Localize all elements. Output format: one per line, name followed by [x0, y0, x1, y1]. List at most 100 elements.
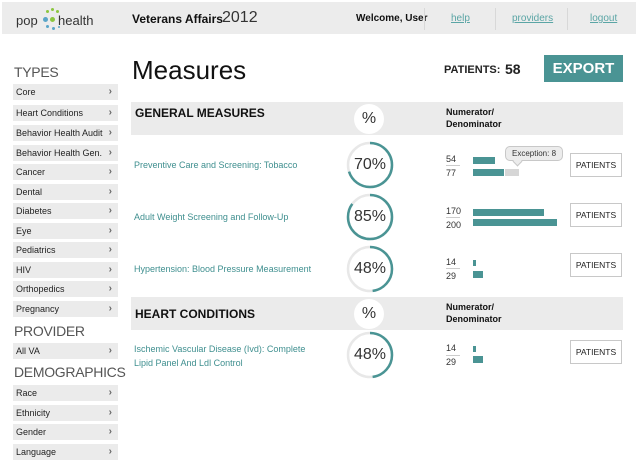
- numerator-bar: [473, 157, 495, 164]
- denominator-bar: [473, 271, 483, 278]
- sidebar-item-label: HIV: [16, 265, 32, 275]
- fraction-divider: [446, 217, 460, 218]
- percent-gauge: 70%: [346, 141, 394, 189]
- fraction-divider: [446, 355, 460, 356]
- chevron-right-icon: ›: [108, 264, 112, 275]
- section-header-heart-conditions: HEART CONDITIONS % Numerator/ Denominato…: [131, 297, 623, 330]
- section-title: HEART CONDITIONS: [135, 307, 255, 321]
- numerator-bar: [473, 260, 476, 266]
- patients-button[interactable]: PATIENTS: [570, 340, 622, 364]
- types-heading: TYPES: [14, 64, 59, 80]
- sidebar-item-label: Language: [16, 447, 57, 457]
- measure-link-tobacco[interactable]: Preventive Care and Screening: Tobacco: [134, 160, 298, 170]
- section-header-general-measures: GENERAL MEASURES % Numerator/ Denominato…: [131, 102, 623, 135]
- percent-value: 70%: [353, 156, 387, 173]
- patients-button[interactable]: PATIENTS: [570, 203, 622, 227]
- sidebar-item-pregnancy[interactable]: Pregnancy ›: [13, 301, 118, 317]
- chevron-right-icon: ›: [108, 205, 112, 216]
- percent-value: 48%: [353, 346, 387, 363]
- sidebar-item-pediatrics[interactable]: Pediatrics ›: [13, 242, 118, 258]
- nav-divider: [567, 8, 568, 30]
- sidebar-item-label: Race: [16, 388, 38, 398]
- page-title: Measures: [132, 55, 247, 85]
- measure-link-adult-weight[interactable]: Adult Weight Screening and Follow-Up: [134, 212, 289, 222]
- logo-dot-icon: [51, 8, 54, 11]
- sidebar-item-orthopedics[interactable]: Orthopedics ›: [13, 281, 118, 297]
- measure-link-hypertension[interactable]: Hypertension: Blood Pressure Measurement: [134, 264, 312, 274]
- numerator-bar: [473, 346, 476, 352]
- numerator-value: 14: [446, 343, 457, 353]
- sidebar-item-ethnicity[interactable]: Ethnicity ›: [13, 405, 118, 421]
- sidebar-item-label: Diabetes: [16, 206, 52, 216]
- patients-button[interactable]: PATIENTS: [570, 153, 622, 177]
- sidebar-item-diabetes[interactable]: Diabetes ›: [13, 203, 118, 219]
- sidebar-item-label: Ethnicity: [16, 408, 51, 418]
- pophealth-logo[interactable]: pop health: [16, 6, 93, 32]
- sidebar-item-dental[interactable]: Dental ›: [13, 184, 118, 200]
- providers-link[interactable]: providers: [512, 13, 554, 24]
- patients-button[interactable]: PATIENTS: [570, 253, 622, 277]
- sidebar-item-label: Orthopedics: [16, 284, 65, 294]
- demographics-heading: DEMOGRAPHICS: [14, 364, 126, 380]
- fraction-divider: [446, 268, 460, 269]
- sidebar-item-behavior-health-audit[interactable]: Behavior Health Audit ›: [13, 125, 118, 141]
- sidebar-item-cancer[interactable]: Cancer ›: [13, 164, 118, 180]
- gauge-ring-icon: [346, 245, 394, 293]
- sidebar-item-language[interactable]: Language ›: [13, 444, 118, 460]
- chevron-right-icon: ›: [108, 303, 112, 314]
- sidebar-item-behavior-health-gen[interactable]: Behavior Health Gen. ›: [13, 145, 118, 161]
- percent-gauge: 48%: [346, 331, 394, 379]
- chevron-right-icon: ›: [108, 225, 112, 236]
- export-button[interactable]: EXPORT: [544, 55, 623, 82]
- help-link[interactable]: help: [451, 13, 470, 24]
- app-title: Veterans Affairs: [132, 12, 223, 26]
- logo-text-health: health: [58, 13, 94, 28]
- chevron-right-icon: ›: [108, 244, 112, 255]
- nav-divider: [424, 8, 425, 30]
- sidebar-item-all-va[interactable]: All VA ›: [13, 343, 118, 359]
- sidebar-item-eye[interactable]: Eye ›: [13, 223, 118, 239]
- chevron-right-icon: ›: [108, 446, 112, 457]
- patients-label: PATIENTS:: [444, 64, 501, 76]
- section-title: GENERAL MEASURES: [135, 106, 265, 120]
- numerator-value: 54: [446, 154, 457, 164]
- denominator-bar: [473, 219, 557, 226]
- logo-dot-icon: [46, 25, 49, 28]
- app-year: 2012: [222, 9, 258, 26]
- chevron-right-icon: ›: [108, 407, 112, 418]
- exception-tooltip: Exception: 8: [505, 146, 563, 161]
- gauge-ring-icon: [346, 141, 394, 189]
- patients-count: 58: [505, 61, 521, 77]
- sidebar-item-race[interactable]: Race ›: [13, 385, 118, 401]
- logo-dot-icon: [50, 17, 55, 22]
- denominator-bar: [473, 356, 483, 363]
- sidebar-item-label: Cancer: [16, 167, 46, 177]
- provider-heading: PROVIDER: [14, 323, 85, 339]
- exception-bar[interactable]: [505, 169, 519, 176]
- chevron-right-icon: ›: [108, 283, 112, 294]
- percent-gauge: 85%: [346, 193, 394, 241]
- measure-link-ischemic-vascular-disease[interactable]: Ischemic Vascular Disease (Ivd): Complet…: [134, 344, 306, 368]
- welcome-text: Welcome, User: [356, 13, 428, 24]
- percent-gauge: 48%: [346, 245, 394, 293]
- sidebar-item-label: Eye: [16, 226, 32, 236]
- numerator-denominator-header: Numerator/ Denominator: [446, 107, 502, 129]
- chevron-right-icon: ›: [108, 166, 112, 177]
- sidebar-item-hiv[interactable]: HIV ›: [13, 262, 118, 278]
- logo-dot-icon: [52, 27, 55, 30]
- sidebar-item-heart-conditions[interactable]: Heart Conditions ›: [13, 105, 118, 121]
- logo-text-pop: pop: [16, 13, 38, 28]
- logo-dot-icon: [56, 10, 59, 13]
- sidebar-item-label: Core: [16, 87, 36, 97]
- chevron-right-icon: ›: [108, 147, 112, 158]
- logo-dot-icon: [58, 26, 60, 28]
- logo-dot-icon: [43, 17, 48, 22]
- numerator-value: 170: [446, 206, 462, 216]
- sidebar-item-core[interactable]: Core ›: [13, 84, 118, 100]
- sidebar-item-gender[interactable]: Gender ›: [13, 424, 118, 440]
- logout-link[interactable]: logout: [590, 13, 618, 24]
- sidebar-item-label: Behavior Health Audit: [16, 128, 103, 138]
- logo-dot-icon: [46, 10, 49, 13]
- fraction-divider: [446, 165, 460, 166]
- top-bar: pop health Veterans Affairs 2012 Welcome…: [2, 2, 636, 34]
